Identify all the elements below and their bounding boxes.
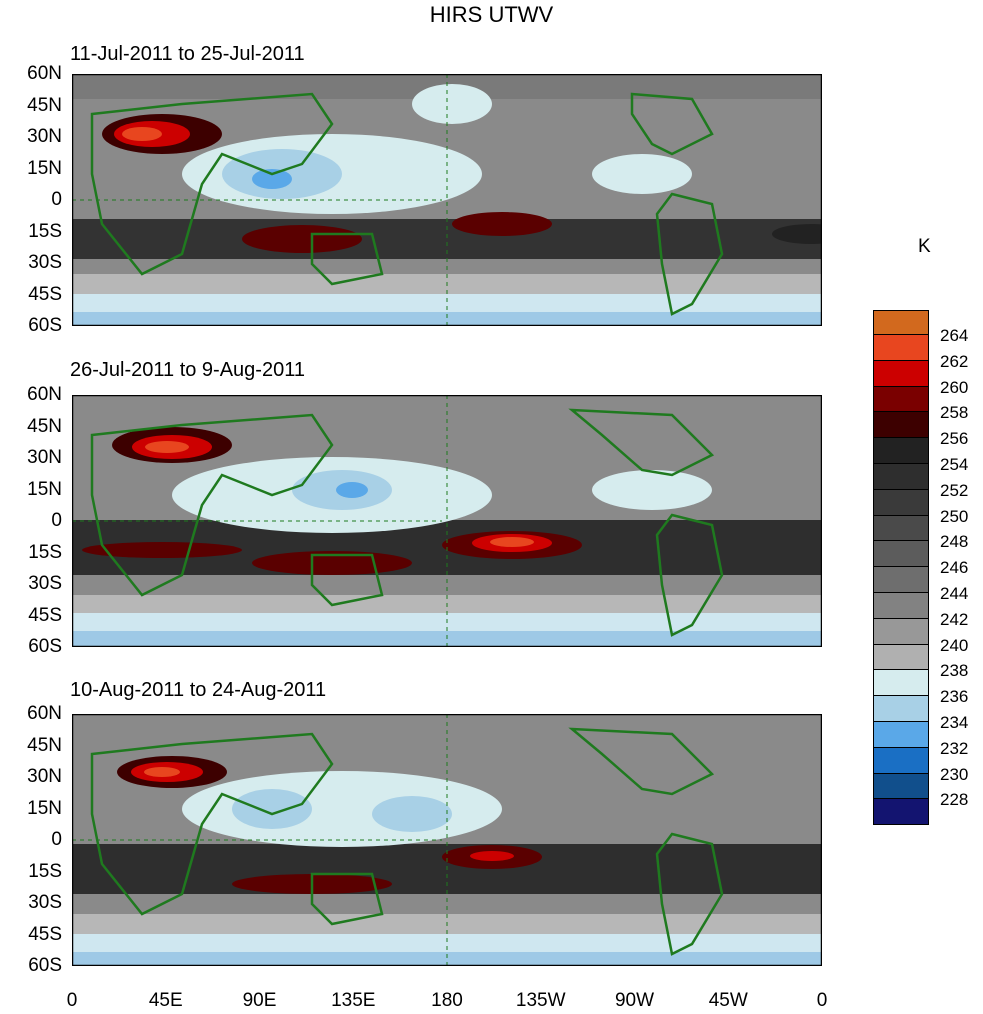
panel-2-map xyxy=(72,395,822,647)
lat-tick-label: 15S xyxy=(28,220,62,242)
colorbar-swatch xyxy=(873,463,929,490)
panel-2-title: 26-Jul-2011 to 9-Aug-2011 xyxy=(70,359,305,381)
colorbar-label: 250 xyxy=(940,506,969,526)
colorbar-unit: K xyxy=(918,236,931,257)
colorbar-label: 264 xyxy=(940,326,969,345)
panel-3-title: 10-Aug-2011 to 24-Aug-2011 xyxy=(70,679,327,701)
lat-tick-label: 15S xyxy=(28,860,62,882)
colorbar-label: 234 xyxy=(940,713,969,732)
lat-tick-label: 15S xyxy=(28,541,62,563)
figure-title: HIRS UTWV xyxy=(429,2,554,27)
colorbar xyxy=(873,310,929,826)
lon-tick-label: 180 xyxy=(431,990,463,1011)
colorbar-label: 248 xyxy=(940,532,969,552)
colorbar-swatch xyxy=(873,386,929,413)
lat-tick-label: 60S xyxy=(28,315,62,336)
colorbar-label: 242 xyxy=(940,609,969,629)
colorbar-swatch xyxy=(873,541,929,568)
colorbar-swatch xyxy=(873,360,929,387)
colorbar-label: 228 xyxy=(940,790,969,810)
lat-tick-label: 45S xyxy=(28,604,62,626)
colorbar-swatch xyxy=(873,696,929,722)
lat-tick-label: 30S xyxy=(28,252,62,273)
colorbar-swatch xyxy=(873,335,929,361)
colorbar-label: 256 xyxy=(940,429,969,449)
colorbar-swatch xyxy=(873,592,929,619)
colorbar-label: 238 xyxy=(940,661,969,681)
colorbar-label: 252 xyxy=(940,480,969,500)
lat-tick-label: 60N xyxy=(27,384,62,405)
panel-1-map xyxy=(72,74,822,326)
colorbar-label: 262 xyxy=(940,351,969,371)
colorbar-swatch xyxy=(873,310,929,335)
colorbar-swatch xyxy=(873,721,929,748)
lat-tick-label: 30S xyxy=(28,573,62,594)
colorbar-swatch xyxy=(873,412,929,439)
lat-tick-label: 30N xyxy=(27,126,62,147)
lat-tick-label: 60S xyxy=(28,955,62,976)
colorbar-swatch xyxy=(873,515,929,542)
colorbar-swatch xyxy=(873,438,929,464)
lat-tick-label: 30N xyxy=(27,766,62,787)
colorbar-swatch xyxy=(873,799,929,826)
colorbar-swatch xyxy=(873,618,929,645)
lat-tick-label: 0 xyxy=(51,189,62,210)
lat-tick-label: 45N xyxy=(27,415,62,437)
lat-tick-label: 45N xyxy=(27,94,62,116)
lon-tick-label: 45E xyxy=(148,990,183,1011)
colorbar-label: 236 xyxy=(940,687,969,707)
lat-tick-label: 0 xyxy=(51,829,62,850)
lat-tick-label: 60N xyxy=(27,63,62,84)
lon-tick-label: 0 xyxy=(66,990,78,1011)
panel-1-title: 11-Jul-2011 to 25-Jul-2011 xyxy=(70,43,305,65)
panel-3-map xyxy=(72,714,822,966)
colorbar-swatch xyxy=(873,670,929,697)
colorbar-label: 240 xyxy=(940,635,969,655)
lat-tick-label: 45S xyxy=(28,283,62,305)
colorbar-swatch xyxy=(873,567,929,593)
lat-tick-label: 45S xyxy=(28,923,62,945)
colorbar-label: 230 xyxy=(940,764,969,784)
lon-tick-label: 135E xyxy=(331,990,376,1011)
lat-tick-label: 15N xyxy=(27,797,62,819)
lon-tick-label: 0 xyxy=(816,990,828,1011)
lon-tick-label: 90E xyxy=(242,990,277,1011)
colorbar-label: 260 xyxy=(940,377,969,397)
lat-tick-label: 30N xyxy=(27,447,62,468)
lat-tick-label: 15N xyxy=(27,478,62,500)
colorbar-label: 254 xyxy=(940,455,969,474)
colorbar-label: 258 xyxy=(940,403,969,423)
lat-tick-label: 45N xyxy=(27,734,62,756)
colorbar-swatch xyxy=(873,644,929,671)
lat-tick-label: 60S xyxy=(28,636,62,657)
lon-tick-label: 135W xyxy=(515,990,566,1011)
colorbar-swatch xyxy=(873,773,929,800)
lon-tick-label: 90W xyxy=(614,990,655,1011)
lat-tick-label: 30S xyxy=(28,892,62,913)
lat-tick-label: 15N xyxy=(27,157,62,179)
lon-tick-label: 45W xyxy=(708,990,748,1011)
lat-tick-label: 0 xyxy=(51,510,62,531)
colorbar-swatch xyxy=(873,489,929,516)
colorbar-label: 232 xyxy=(940,738,969,758)
colorbar-swatch xyxy=(873,747,929,774)
lat-tick-label: 60N xyxy=(27,703,62,724)
colorbar-label: 244 xyxy=(940,584,969,603)
colorbar-label: 246 xyxy=(940,558,969,578)
